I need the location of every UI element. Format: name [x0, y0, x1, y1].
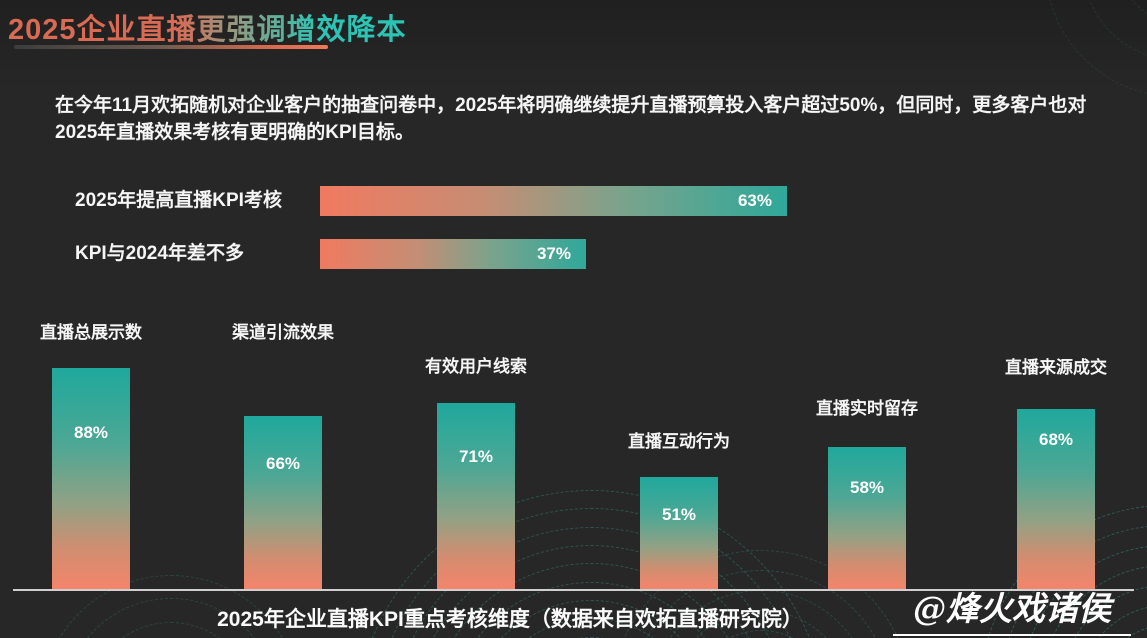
ring-ornament — [1045, 0, 1147, 97]
vbar: 68% — [1017, 409, 1095, 590]
title-underline — [14, 45, 328, 49]
vbar: 66% — [244, 416, 322, 590]
hbar: 63% — [320, 186, 787, 216]
vbar-category-label: 渠道引流效果 — [232, 323, 334, 342]
vbar-category-label: 直播总展示数 — [40, 323, 142, 342]
vbar: 71% — [437, 403, 515, 590]
hbar-value-label: 63% — [737, 191, 772, 210]
vbar-value-label: 66% — [265, 454, 301, 473]
chart-caption: 2025年企业直播KPI重点考核维度（数据来自欢拓直播研究院） — [217, 608, 803, 631]
vbar-value-label: 88% — [73, 423, 109, 442]
hbar: 37% — [320, 239, 586, 269]
vbar-value-label: 51% — [661, 505, 697, 524]
vbar-category-label: 直播实时留存 — [816, 399, 918, 418]
hbar-value-label: 37% — [536, 244, 571, 263]
hbar-category-label: 2025年提高直播KPI考核 — [75, 190, 282, 211]
chart-baseline — [13, 589, 1134, 591]
vbar-value-label: 68% — [1038, 430, 1074, 449]
vbar-value-label: 71% — [458, 447, 494, 466]
hbar-category-label: KPI与2024年差不多 — [75, 243, 244, 264]
watermark: @烽火戏诸侯 — [893, 582, 1131, 636]
ring-ornament — [1120, 0, 1147, 22]
vbar: 88% — [52, 368, 130, 590]
vbar-category-label: 有效用户线索 — [425, 357, 527, 376]
ring-ornament — [1082, 0, 1147, 60]
vbar: 51% — [640, 477, 718, 590]
vbar-category-label: 直播互动行为 — [628, 432, 730, 451]
page-title: 2025企业直播更强调增效降本 — [8, 6, 407, 48]
vbar-value-label: 58% — [849, 478, 885, 497]
vbar: 58% — [828, 447, 906, 590]
vbar-category-label: 直播来源成交 — [1005, 358, 1107, 377]
intro-paragraph: 在今年11月欢拓随机对企业客户的抽查问卷中，2025年将明确继续提升直播预算投入… — [55, 95, 1087, 143]
